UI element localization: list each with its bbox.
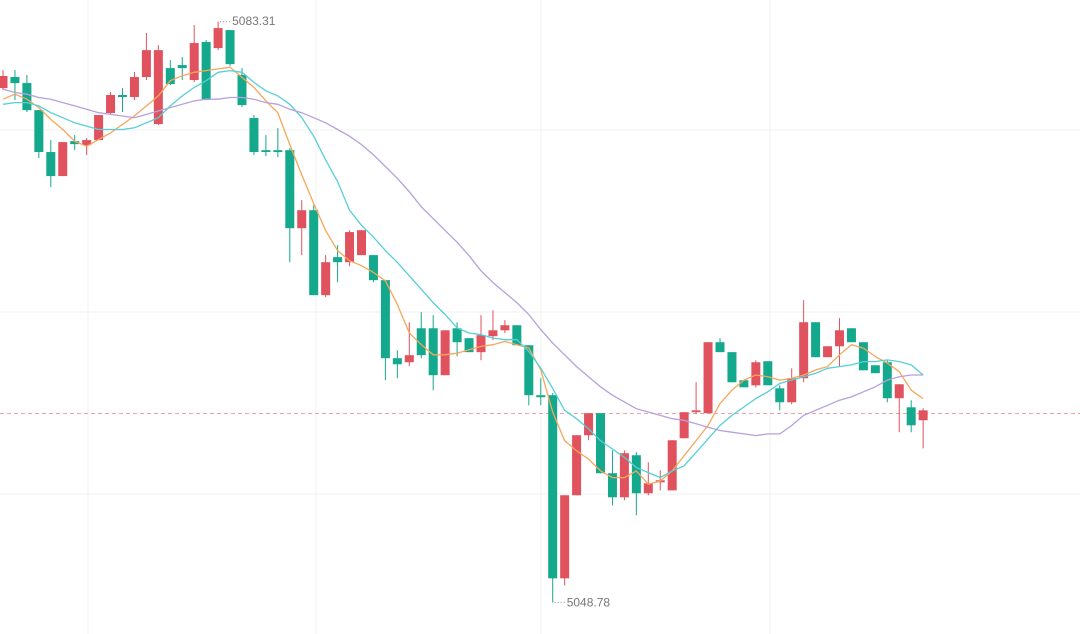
candle-body [46, 152, 56, 177]
candle-body [488, 330, 498, 337]
candle-body [225, 30, 235, 65]
candle-body [237, 75, 247, 106]
candle-body [870, 365, 880, 374]
candle-body [835, 330, 844, 347]
candle-body [213, 28, 223, 49]
candle-body [906, 407, 916, 426]
candle-body [894, 384, 904, 399]
candle-body [846, 328, 856, 343]
candle-body [141, 50, 151, 78]
candle-body [727, 352, 737, 383]
candle-body [34, 110, 44, 153]
candle-body [572, 435, 582, 496]
candle-body [357, 230, 366, 256]
candle-body [536, 395, 546, 398]
candle-body [679, 412, 689, 439]
candle-body [560, 495, 570, 579]
candle-body [500, 325, 510, 331]
candle-body [129, 77, 139, 98]
candle-body [273, 150, 283, 153]
candle-body [440, 330, 450, 376]
candle-body [118, 95, 127, 98]
candle-body [667, 440, 677, 491]
candle-body [715, 342, 725, 353]
candle-body [321, 262, 331, 296]
candle-body [368, 255, 378, 281]
candle-body [428, 328, 438, 376]
candle-body [249, 118, 259, 153]
candle-body [643, 483, 653, 494]
candle-body [189, 43, 199, 81]
candle-body [345, 232, 355, 263]
ma-line [2, 88, 924, 437]
candle-body [596, 413, 605, 474]
annotation-label: 5048.78 [567, 596, 611, 610]
candle-body [297, 210, 307, 229]
candle-body [309, 210, 319, 296]
candle-body [464, 338, 474, 353]
candle-body [548, 395, 558, 579]
candle-body [153, 50, 163, 125]
candle-body [524, 345, 534, 396]
candle-body [0, 76, 8, 89]
candle-body [775, 388, 785, 403]
candle-body [22, 83, 32, 111]
candle-body [416, 328, 426, 356]
ma-line [2, 69, 924, 479]
candle-body [261, 150, 271, 153]
candle-body [392, 358, 402, 365]
candle-body [799, 322, 809, 379]
candle-body [177, 65, 187, 69]
candle-body [918, 410, 928, 421]
candle-body [811, 322, 821, 358]
candle-body [452, 328, 462, 343]
candle-body [858, 342, 868, 371]
candle-body [58, 142, 68, 177]
candle-body [751, 362, 761, 386]
candle-body [584, 413, 594, 436]
ma-line [2, 66, 924, 486]
candle-body [631, 455, 641, 494]
candle-body [823, 346, 833, 358]
candle-body [476, 335, 486, 353]
candle-body [787, 378, 797, 403]
candle-body [380, 280, 390, 359]
candle-body [607, 473, 617, 498]
candle-body [703, 342, 713, 414]
candle-body [82, 140, 92, 146]
annotation-label: 5083.31 [232, 14, 276, 28]
candle-body [285, 150, 295, 229]
candle-body [404, 355, 414, 363]
candle-body [106, 95, 116, 114]
candle-body [691, 410, 701, 413]
candle-body [512, 325, 522, 346]
candle-body [333, 257, 343, 263]
candle-body [94, 115, 104, 141]
candle-body [70, 141, 80, 145]
candle-body [763, 361, 773, 386]
candle-body [165, 68, 175, 85]
candle-body [739, 380, 749, 388]
candle-body [619, 453, 629, 498]
candle-body [10, 77, 20, 84]
